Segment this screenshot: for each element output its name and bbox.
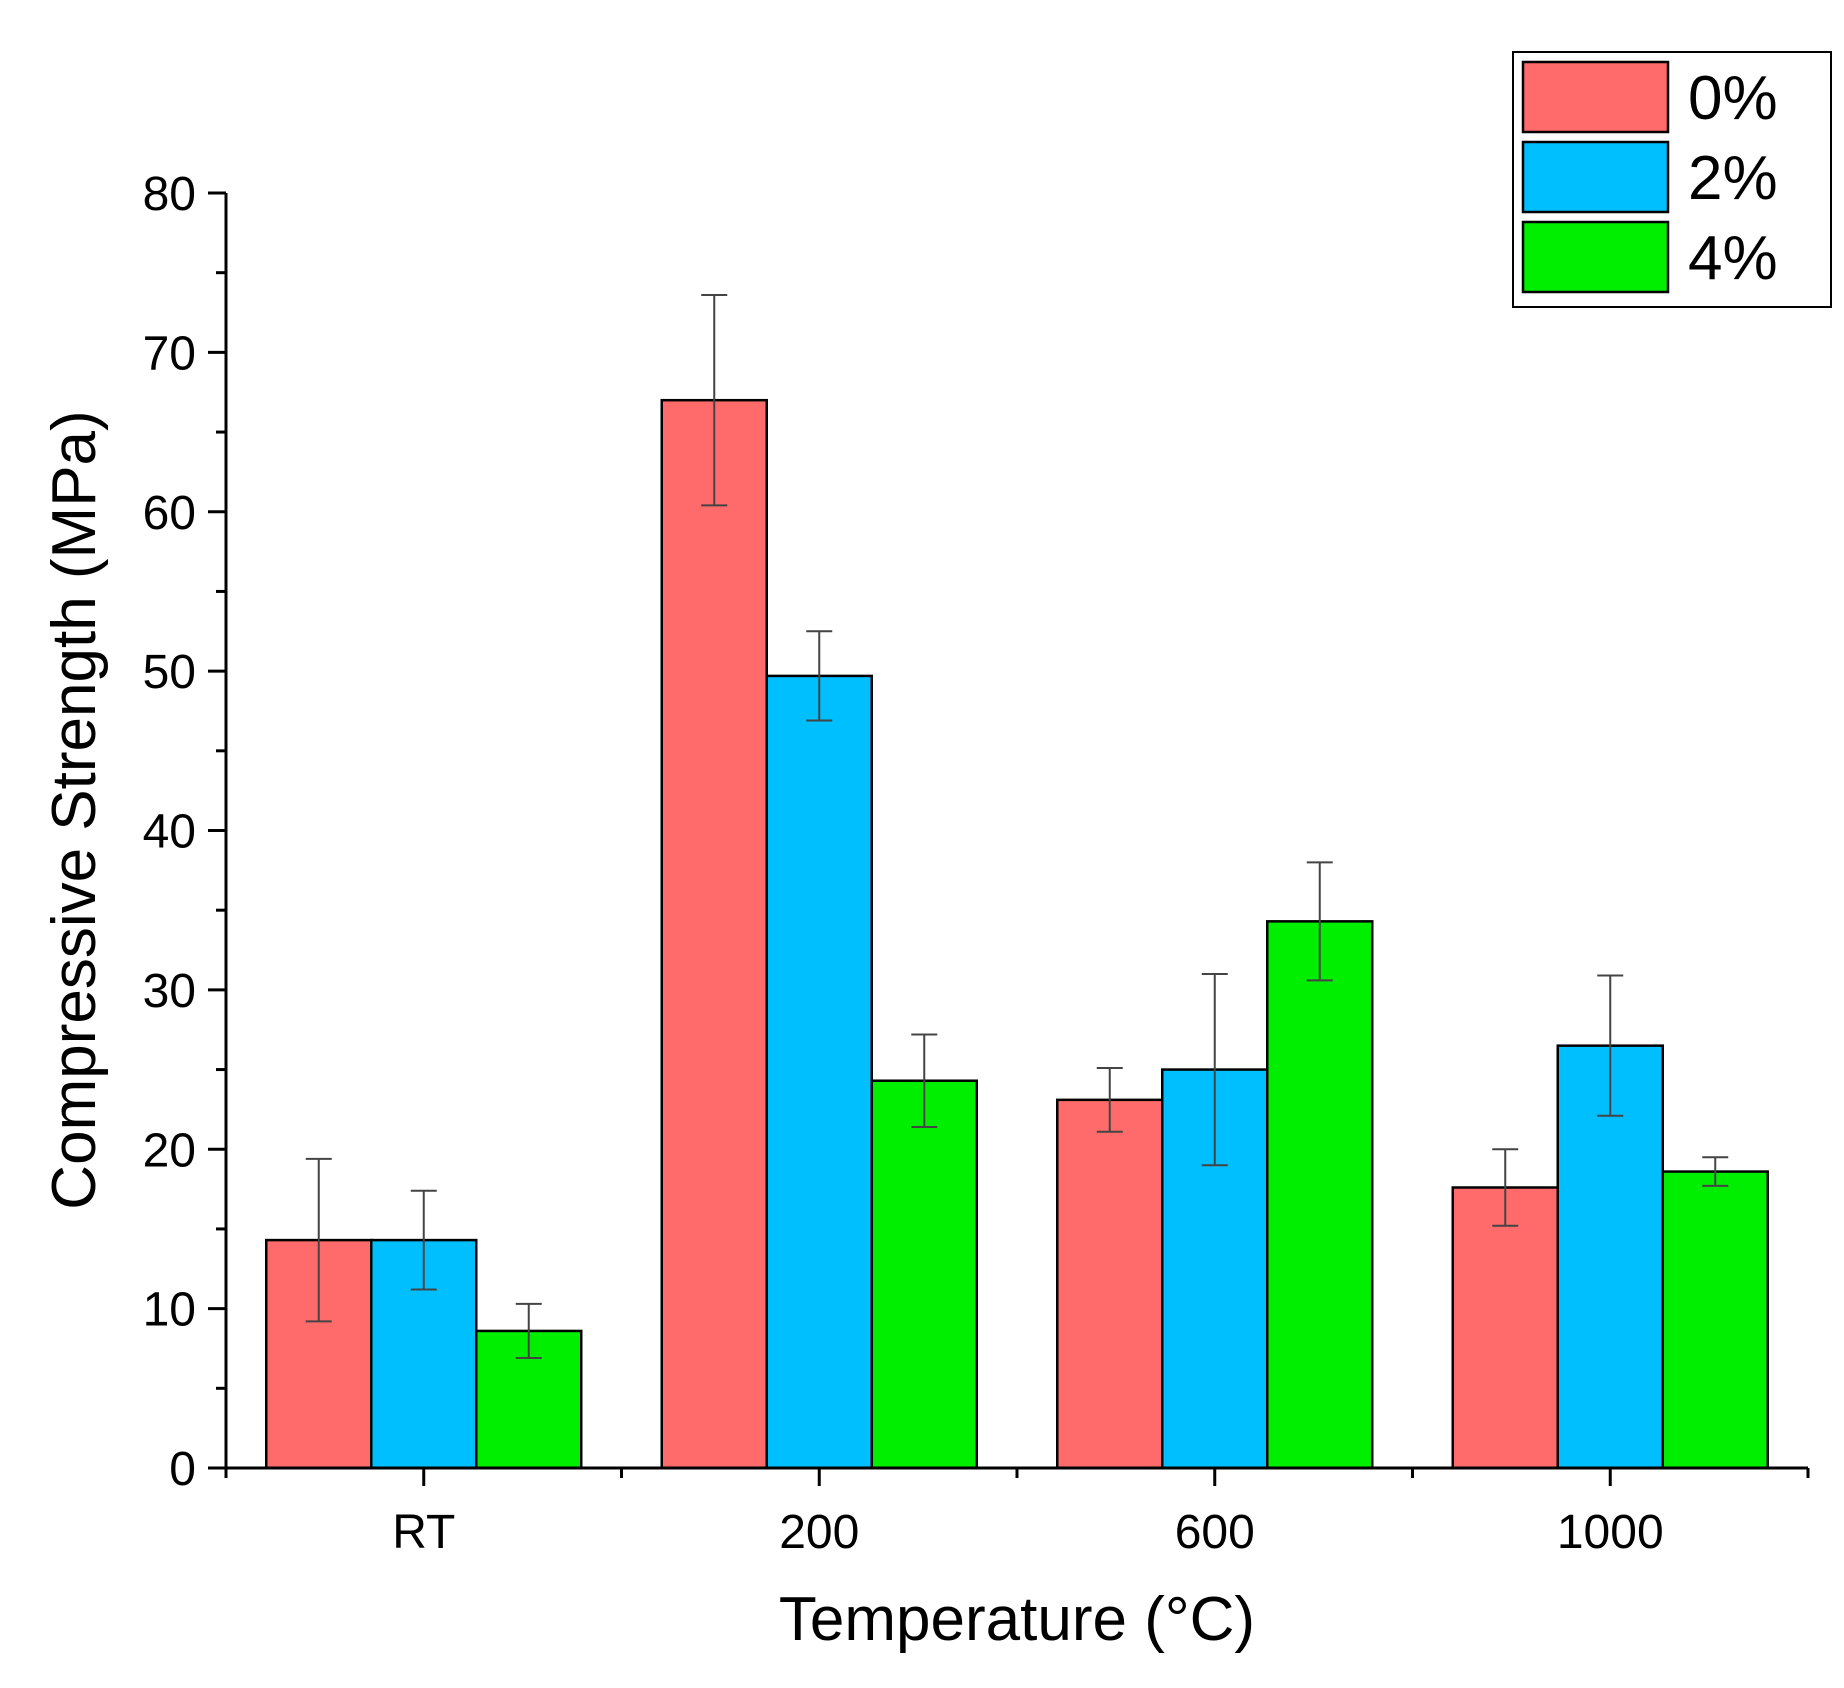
error-bar-4pct-RT: [515, 1302, 542, 1360]
error-bar-4pct-200: [911, 1033, 938, 1128]
y-tick-label: 40: [143, 806, 196, 859]
error-bar-2pct-600: [1201, 972, 1228, 1167]
error-bar-0pct-600: [1096, 1066, 1123, 1133]
y-tick-label: 80: [143, 168, 196, 221]
y-tick-label: 30: [143, 965, 196, 1018]
x-axis-title: Temperature (°C): [779, 1585, 1255, 1654]
axes-layer: 0 10 20 30 40 50 60 70 80 RT 200 600 1000: [143, 168, 1810, 1559]
error-bars-layer: [305, 294, 1729, 1360]
legend-label-2pct: 2%: [1688, 144, 1778, 213]
bar-0pct-200: [660, 398, 768, 1470]
legend-label-0pct: 0%: [1688, 64, 1778, 133]
x-tick-label: 1000: [1557, 1506, 1664, 1559]
x-tick-label: 600: [1175, 1506, 1255, 1559]
y-tick-label: 10: [143, 1284, 196, 1337]
bars-layer: [265, 398, 1769, 1470]
error-bar-4pct-1000: [1702, 1156, 1729, 1187]
error-bar-4pct-600: [1306, 861, 1333, 982]
legend-label-4pct: 4%: [1688, 224, 1778, 293]
legend-swatch-4pct: [1521, 220, 1670, 294]
error-bar-0pct-200: [701, 294, 728, 507]
error-bar-2pct-RT: [410, 1189, 437, 1291]
legend-swatch-0pct: [1521, 60, 1670, 134]
error-bar-2pct-200: [806, 630, 833, 722]
bar-0pct-1000: [1451, 1186, 1559, 1470]
bar-0pct-600: [1056, 1098, 1164, 1470]
bar-4pct-1000: [1661, 1170, 1769, 1470]
bar-4pct-200: [870, 1079, 978, 1470]
y-tick-label: 70: [143, 327, 196, 380]
error-bar-0pct-1000: [1492, 1148, 1519, 1227]
x-tick-label: 200: [779, 1506, 859, 1559]
y-tick-label: 20: [143, 1124, 196, 1177]
error-bar-2pct-1000: [1597, 974, 1624, 1117]
y-tick-label: 50: [143, 646, 196, 699]
legend: 0% 2% 4%: [1512, 51, 1832, 308]
y-axis-title: Compressive Strength (MPa): [40, 410, 109, 1209]
bar-4pct-600: [1266, 920, 1374, 1470]
bar-2pct-200: [765, 674, 873, 1470]
legend-swatch-2pct: [1521, 140, 1670, 214]
y-tick-label: 60: [143, 487, 196, 540]
error-bar-0pct-RT: [305, 1157, 332, 1323]
y-tick-label: 0: [169, 1443, 196, 1496]
x-tick-label: RT: [392, 1506, 455, 1559]
